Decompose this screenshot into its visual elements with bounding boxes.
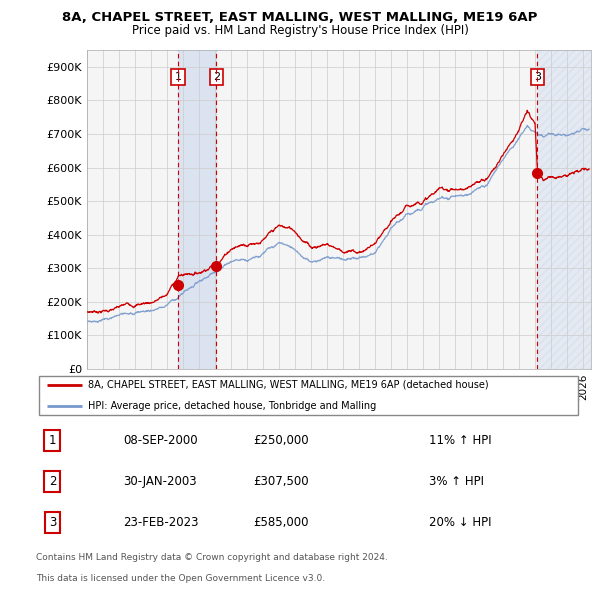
Text: 08-SEP-2000: 08-SEP-2000 <box>124 434 198 447</box>
Text: £307,500: £307,500 <box>253 475 309 489</box>
Text: 20% ↓ HPI: 20% ↓ HPI <box>429 516 491 529</box>
Text: 1: 1 <box>49 434 56 447</box>
Text: Price paid vs. HM Land Registry's House Price Index (HPI): Price paid vs. HM Land Registry's House … <box>131 24 469 37</box>
Text: This data is licensed under the Open Government Licence v3.0.: This data is licensed under the Open Gov… <box>36 574 325 583</box>
Text: 8A, CHAPEL STREET, EAST MALLING, WEST MALLING, ME19 6AP: 8A, CHAPEL STREET, EAST MALLING, WEST MA… <box>62 11 538 24</box>
Text: 11% ↑ HPI: 11% ↑ HPI <box>429 434 492 447</box>
Text: 2: 2 <box>49 475 56 489</box>
Text: 1: 1 <box>175 72 182 82</box>
Text: 23-FEB-2023: 23-FEB-2023 <box>124 516 199 529</box>
Text: 3% ↑ HPI: 3% ↑ HPI <box>429 475 484 489</box>
FancyBboxPatch shape <box>39 376 578 415</box>
Text: £250,000: £250,000 <box>253 434 309 447</box>
Text: 3: 3 <box>534 72 541 82</box>
Text: 8A, CHAPEL STREET, EAST MALLING, WEST MALLING, ME19 6AP (detached house): 8A, CHAPEL STREET, EAST MALLING, WEST MA… <box>88 380 488 390</box>
Text: 3: 3 <box>49 516 56 529</box>
Text: HPI: Average price, detached house, Tonbridge and Malling: HPI: Average price, detached house, Tonb… <box>88 401 376 411</box>
Text: 2: 2 <box>213 72 220 82</box>
Text: £585,000: £585,000 <box>254 516 309 529</box>
Text: Contains HM Land Registry data © Crown copyright and database right 2024.: Contains HM Land Registry data © Crown c… <box>36 553 388 562</box>
Bar <box>178 50 216 369</box>
Text: 30-JAN-2003: 30-JAN-2003 <box>124 475 197 489</box>
Bar <box>538 50 591 369</box>
